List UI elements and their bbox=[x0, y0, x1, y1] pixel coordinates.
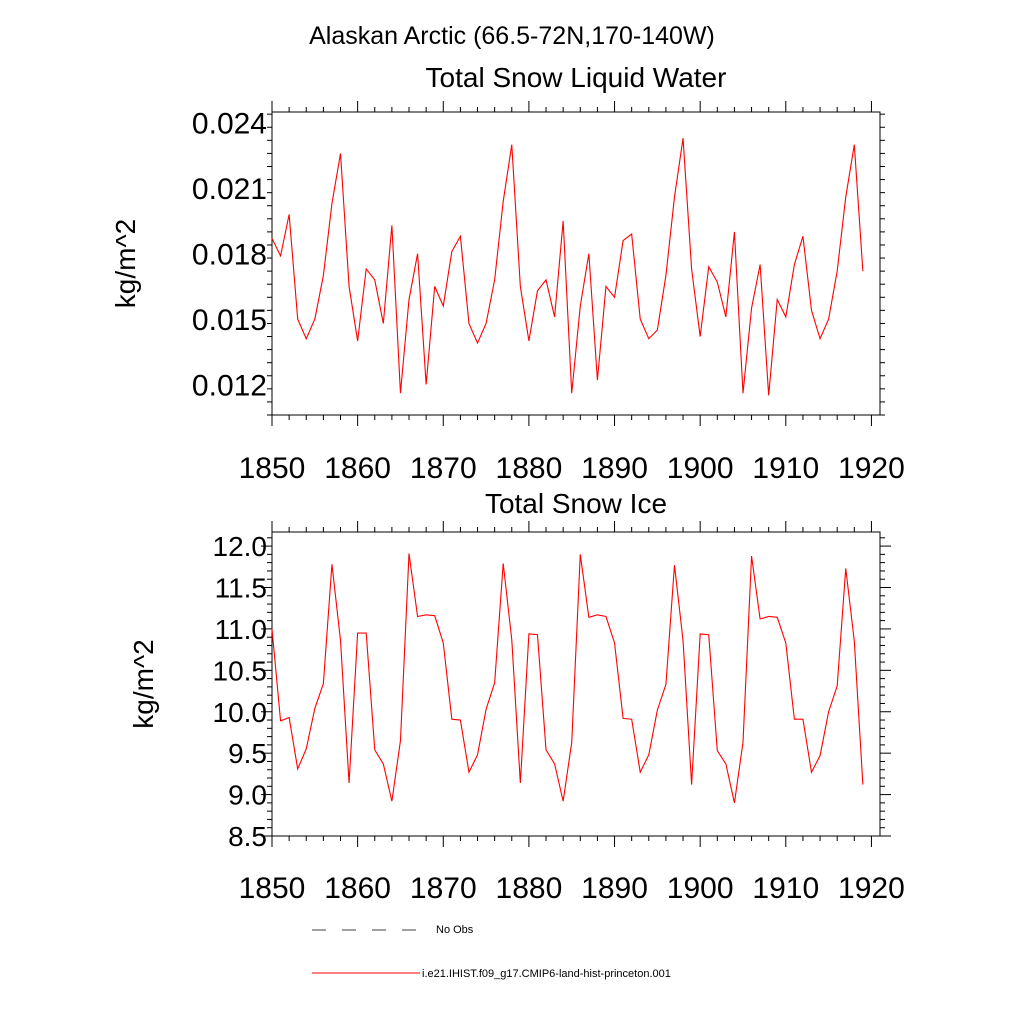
series-line bbox=[271, 553, 864, 803]
y-tick-label: 8.5 bbox=[228, 821, 267, 852]
y-tick-label: 11.0 bbox=[215, 614, 267, 645]
y-tick-label: 9.5 bbox=[228, 738, 267, 769]
x-tick-label: 1890 bbox=[581, 452, 648, 485]
chart-title: Total Snow Liquid Water bbox=[426, 62, 727, 93]
x-tick-label: 1850 bbox=[239, 872, 306, 905]
x-tick-label: 1910 bbox=[752, 452, 819, 485]
chart-snow-liquid-water: Total Snow Liquid Water kg/m^2 1850 1860 187… bbox=[110, 62, 905, 485]
y-tick-label: 0.012 bbox=[192, 369, 267, 402]
legend-label-no-obs: No Obs bbox=[436, 924, 474, 936]
y-tick-label: 9.0 bbox=[228, 780, 267, 811]
x-tick-label: 1850 bbox=[239, 452, 306, 485]
x-tick-label: 1880 bbox=[496, 872, 563, 905]
figure-title: Alaskan Arctic (66.5-72N,170-140W) bbox=[309, 22, 715, 50]
x-tick-label: 1890 bbox=[581, 872, 648, 905]
x-tick-label: 1870 bbox=[410, 452, 477, 485]
y-tick-label: 0.015 bbox=[192, 304, 267, 337]
x-tick-label: 1860 bbox=[324, 872, 391, 905]
x-tick-label: 1920 bbox=[838, 872, 905, 905]
y-tick-label: 0.021 bbox=[192, 173, 267, 206]
y-tick-label: 0.024 bbox=[192, 108, 267, 141]
y-tick-label: 12.0 bbox=[213, 531, 268, 562]
plot-frame bbox=[271, 111, 881, 416]
y-tick-label: 10.0 bbox=[213, 697, 268, 728]
x-tick-label: 1870 bbox=[410, 872, 477, 905]
x-tick-label: 1860 bbox=[324, 452, 391, 485]
x-tick-label: 1900 bbox=[667, 452, 734, 485]
y-axis-label: kg/m^2 bbox=[128, 639, 159, 728]
chart-title: Total Snow Ice bbox=[485, 488, 667, 519]
legend-label-model-run: i.e21.IHIST.f09_g17.CMIP6-land-hist-prin… bbox=[422, 968, 671, 980]
y-tick-label: 10.5 bbox=[213, 655, 268, 686]
y-tick-label: 11.5 bbox=[215, 573, 267, 604]
x-tick-label: 1910 bbox=[752, 872, 819, 905]
x-tick-label: 1880 bbox=[496, 452, 563, 485]
y-axis-label: kg/m^2 bbox=[110, 219, 141, 308]
series-line bbox=[271, 138, 864, 396]
x-tick-label: 1920 bbox=[838, 452, 905, 485]
y-tick-label: 0.018 bbox=[192, 238, 267, 271]
chart-snow-ice: Total Snow Ice kg/m^2 1850 1860 1870 1880 1890… bbox=[128, 488, 905, 905]
legend: No Obs i.e21.IHIST.f09_g17.CMIP6-land-hi… bbox=[312, 924, 671, 980]
x-tick-label: 1900 bbox=[667, 872, 734, 905]
plot-frame bbox=[271, 531, 881, 837]
